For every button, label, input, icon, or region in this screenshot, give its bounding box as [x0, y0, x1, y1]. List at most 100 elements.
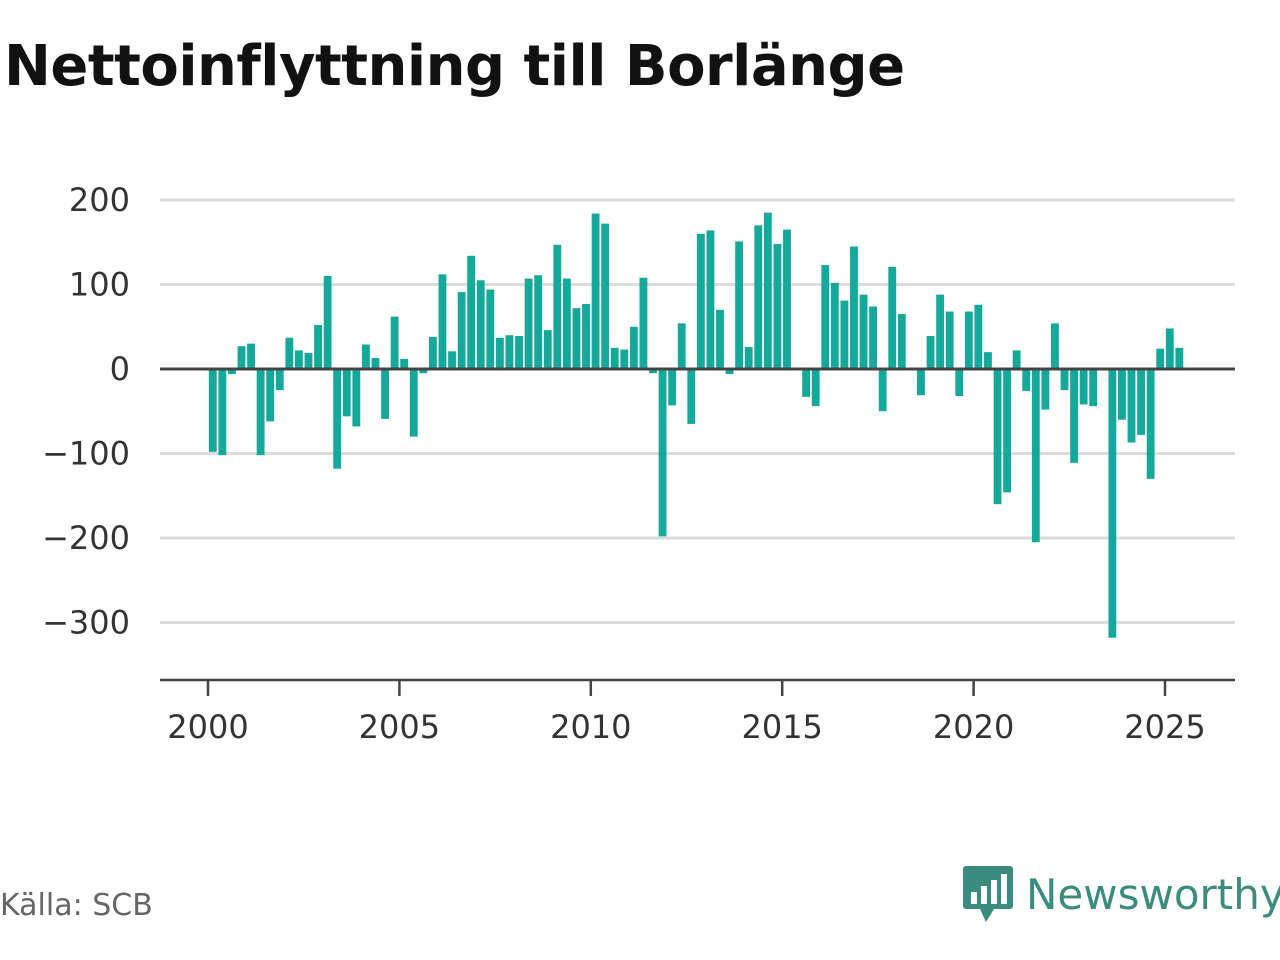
bar [964, 311, 973, 369]
bar [1070, 369, 1079, 463]
y-tick-label: 200 [69, 181, 130, 219]
bar [696, 233, 705, 369]
bar [524, 278, 533, 369]
bar [716, 309, 724, 369]
bar [534, 275, 543, 369]
chart-bubble-icon [963, 866, 1013, 922]
bar [361, 344, 370, 369]
bar [1089, 369, 1098, 407]
bar [266, 369, 275, 422]
y-tick-label: −100 [42, 435, 130, 473]
bars [208, 212, 1184, 638]
bar [390, 316, 399, 369]
bar [668, 369, 677, 406]
bar [285, 337, 294, 369]
bar [993, 369, 1002, 505]
bar [591, 213, 600, 369]
bar [323, 276, 332, 369]
y-tick-label: −300 [42, 604, 130, 642]
bar [1079, 369, 1088, 405]
source-label: Källa: SCB [0, 888, 153, 923]
bar [869, 306, 878, 369]
bar [687, 369, 696, 424]
bar [706, 230, 715, 369]
bar [1051, 323, 1059, 369]
bar [859, 294, 868, 369]
bar [1156, 348, 1165, 369]
bar [381, 369, 389, 419]
bar [897, 314, 906, 369]
bar [1146, 369, 1155, 479]
bar [582, 303, 590, 369]
bar [304, 352, 313, 369]
bar [754, 225, 763, 369]
brand-logo: Newsworthy [962, 864, 1280, 924]
bar [830, 282, 839, 369]
bar [1041, 369, 1050, 410]
bar [878, 369, 887, 412]
bar [218, 369, 227, 456]
bar [677, 323, 686, 369]
bar [476, 280, 485, 369]
bar [974, 304, 983, 369]
bar [955, 369, 964, 397]
bar [294, 350, 303, 369]
bar [448, 351, 456, 369]
chart-title: Nettoinflyttning till Borlänge [4, 34, 905, 99]
bar [783, 229, 791, 369]
bar [945, 311, 954, 369]
bar [811, 369, 820, 407]
x-tick-label: 2015 [741, 708, 822, 746]
bar [1118, 369, 1126, 420]
bar [342, 369, 351, 417]
bar [649, 369, 657, 374]
bar [409, 369, 418, 437]
bar [428, 336, 437, 369]
bar [1003, 369, 1012, 493]
bar [802, 369, 811, 397]
bar [486, 289, 495, 369]
bar [620, 349, 629, 369]
bar [333, 369, 342, 469]
bar [601, 223, 610, 369]
bar [438, 274, 447, 369]
bar [572, 308, 581, 369]
bar [936, 294, 945, 369]
bar [237, 346, 246, 369]
bar [515, 336, 523, 369]
brand-name: Newsworthy [1026, 869, 1280, 919]
y-tick-label: 0 [110, 350, 130, 388]
bar [1031, 369, 1040, 543]
bar [400, 358, 409, 369]
bar [926, 336, 935, 369]
bar [821, 265, 830, 369]
bar [419, 369, 428, 374]
x-tick-label: 2000 [167, 708, 248, 746]
bar [314, 325, 322, 369]
bar [773, 243, 782, 369]
bar [371, 358, 380, 369]
bar [1060, 369, 1069, 391]
bar [467, 255, 476, 369]
bar [639, 277, 648, 369]
bar [917, 369, 925, 396]
bar [352, 369, 361, 427]
bar [1175, 347, 1184, 369]
bar [543, 330, 552, 369]
bar [208, 369, 217, 452]
bar [495, 337, 504, 369]
bar [735, 241, 744, 369]
bar [505, 335, 514, 369]
bar [1165, 328, 1174, 369]
x-tick-label: 2010 [550, 708, 631, 746]
bar [1127, 369, 1136, 443]
bar [275, 369, 284, 391]
x-tick-label: 2005 [359, 708, 440, 746]
bar [228, 369, 236, 375]
bar [1137, 369, 1145, 435]
tick-labels: 200 100 0 −100 −200 −300 2000 2005 2010 2015 2020 2… [42, 181, 1206, 746]
axes [160, 367, 1235, 696]
bar [725, 369, 734, 375]
bar [629, 326, 638, 369]
